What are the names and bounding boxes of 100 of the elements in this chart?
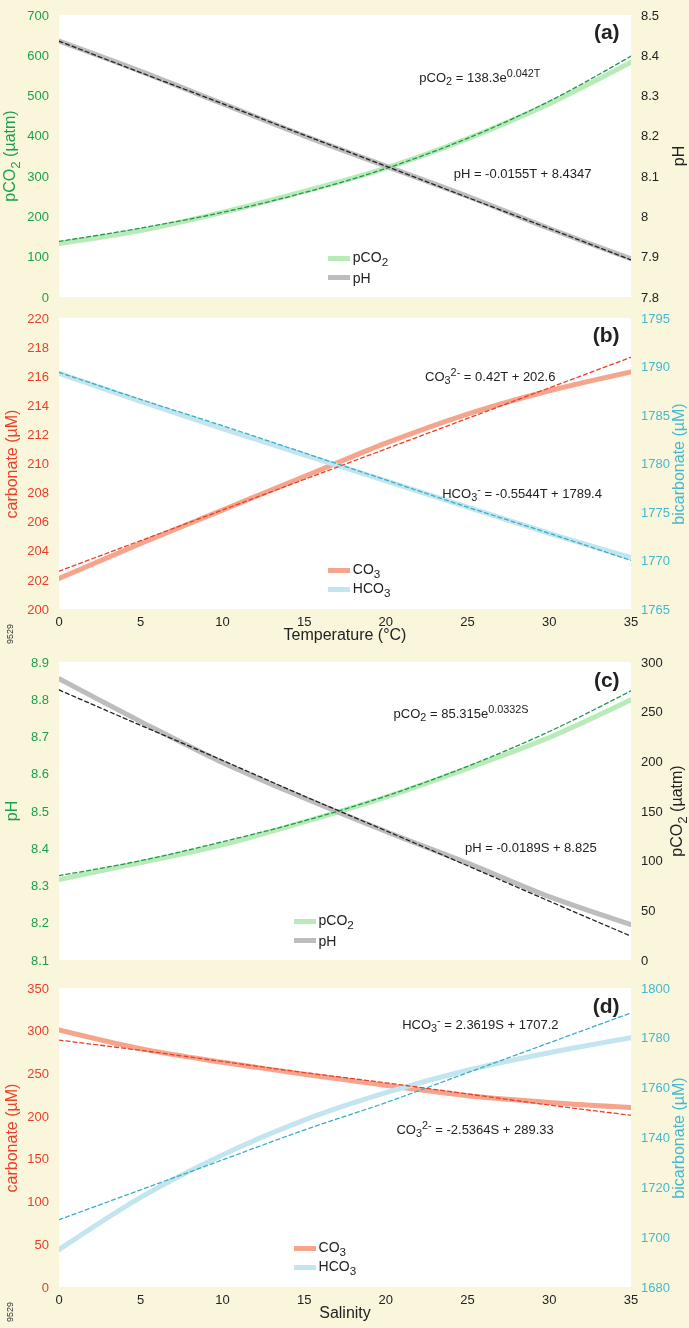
legend-label: CO$_{3}$ [352,561,381,580]
y-tick-label: 216 [27,368,49,384]
y-axis-title: pH [3,800,21,822]
annotation: CO$_{3}$$^{2-}$ = 0.42T + 202.6 [425,365,556,387]
y2-tick-label: 1740 [641,1130,670,1146]
y2-tick-label: 50 [641,902,656,918]
y2-tick-label: 8.1 [641,168,660,184]
y-tick-label: 250 [27,1066,49,1082]
y-tick-label: 300 [27,168,49,184]
annotation: HCO$_{3}$$^{-}$ = -0.5544T + 1789.4 [442,482,602,504]
y2-tick-label: 1765 [641,601,670,617]
y-tick-label: 206 [27,514,49,530]
y2-tick-label: 7.9 [641,249,660,265]
annotation: pH = -0.0189S + 8.825 [465,839,597,855]
y-tick-label: 204 [27,543,49,559]
x-tick-label: 30 [542,614,557,630]
y-tick-label: 350 [27,980,49,996]
y2-tick-label: 200 [641,753,663,769]
text: 9529 [5,1301,15,1323]
y2-tick-label: 100 [641,853,663,869]
x-tick-label: 5 [137,614,145,630]
y2-tick-label: 8.2 [641,128,660,144]
y-axis-title: carbonate (µM) [3,1083,21,1192]
line-series [59,1039,631,1116]
annotation: pH = -0.0155T + 8.4347 [453,165,592,181]
y-tick-label: 8.5 [30,803,49,819]
y-tick-label: 150 [27,1151,49,1167]
y-tick-label: 50 [34,1236,49,1252]
y2-axis-title: bicarbonate (µM) [670,1076,688,1199]
y2-tick-label: 1785 [641,407,670,423]
y-tick-label: 8.6 [30,766,49,782]
y-tick-label: 8.9 [30,654,49,670]
y-tick-label: 300 [27,1023,49,1039]
y-tick-label: 400 [27,128,49,144]
x-tick-label: 25 [460,1292,475,1308]
y-tick-label: 8.2 [30,915,49,931]
y-tick-label: 100 [27,249,49,265]
y-tick-label: 8.1 [30,952,49,968]
x-tick-label: 35 [623,614,639,630]
y2-tick-label: 1790 [641,359,670,375]
y-tick-label: 210 [27,456,49,472]
y-tick-label: 220 [27,310,49,326]
y2-tick-label: 8 [641,209,649,225]
y2-tick-label: 1680 [641,1279,670,1295]
y-tick-label: 8.7 [30,729,49,745]
y2-tick-label: 1700 [641,1229,670,1245]
y-axis-title: carbonate (µM) [3,409,21,518]
y-tick-label: 200 [27,209,49,225]
y-tick-label: 0 [41,289,49,305]
y2-tick-label: 1770 [641,553,670,569]
annotation: (d) [592,993,620,1018]
annotation: pCO$_{2}$ = 138.3e$^{0.042T}$ [419,66,541,88]
x-axis-title: Salinity [319,1304,371,1322]
y-tick-label: 208 [27,485,49,501]
y-tick-label: 600 [27,47,49,63]
y2-tick-label: 1720 [641,1179,670,1195]
y2-tick-label: 1800 [641,980,670,996]
text: 9529 [5,623,15,645]
legend-label: HCO$_{3}$ [352,580,391,599]
x-tick-label: 0 [55,614,63,630]
y-tick-label: 8.4 [30,840,49,856]
x-tick-label: 5 [137,1292,145,1308]
y-tick-label: 214 [27,397,49,413]
y-tick-label: 500 [27,88,49,104]
x-tick-label: 0 [55,1292,63,1308]
y2-tick-label: 250 [641,704,663,720]
y-tick-label: 212 [27,427,49,443]
x-tick-label: 20 [378,1292,394,1308]
y-tick-label: 700 [27,7,49,23]
y-tick-label: 100 [27,1194,49,1210]
y-tick-label: 218 [27,339,49,355]
x-tick-label: 25 [460,614,475,630]
legend-label: pCO$_{2}$ [352,249,389,268]
x-tick-label: 10 [215,614,230,630]
legend-label: CO$_{3}$ [318,1239,346,1258]
y-tick-label: 200 [27,601,49,617]
y2-axis-title: pH [670,145,688,167]
y2-axis-title: bicarbonate (µM) [670,402,688,525]
legend-label: HCO$_{3}$ [318,1258,357,1277]
x-tick-label: 30 [542,1292,557,1308]
y2-tick-label: 1780 [641,456,670,472]
y2-tick-label: 0 [641,952,649,968]
legend-label: pCO$_{2}$ [318,912,354,931]
annotation: (a) [593,19,620,44]
annotation: CO$_{3}$$^{2-}$ = -2.5364S + 289.33 [396,1118,554,1139]
annotation: pCO$_{2}$ = 85.315e$^{0.0332S}$ [393,702,529,724]
y2-tick-label: 7.8 [641,289,660,305]
legend-label: pH [352,269,371,286]
y2-tick-label: 1780 [641,1030,670,1046]
x-tick-label: 10 [215,1292,230,1308]
y-tick-label: 8.8 [30,691,49,707]
y2-tick-label: 8.5 [641,7,660,23]
annotation: (c) [593,667,620,692]
annotation: (b) [592,323,620,348]
annotation: HCO$_{3}$$^{-}$ = 2.3619S + 1707.2 [402,1013,559,1035]
x-tick-label: 35 [623,1292,639,1308]
y2-tick-label: 8.3 [641,88,660,104]
y-tick-label: 202 [27,572,49,588]
y2-tick-label: 1760 [641,1080,670,1096]
y-tick-label: 200 [27,1108,49,1124]
